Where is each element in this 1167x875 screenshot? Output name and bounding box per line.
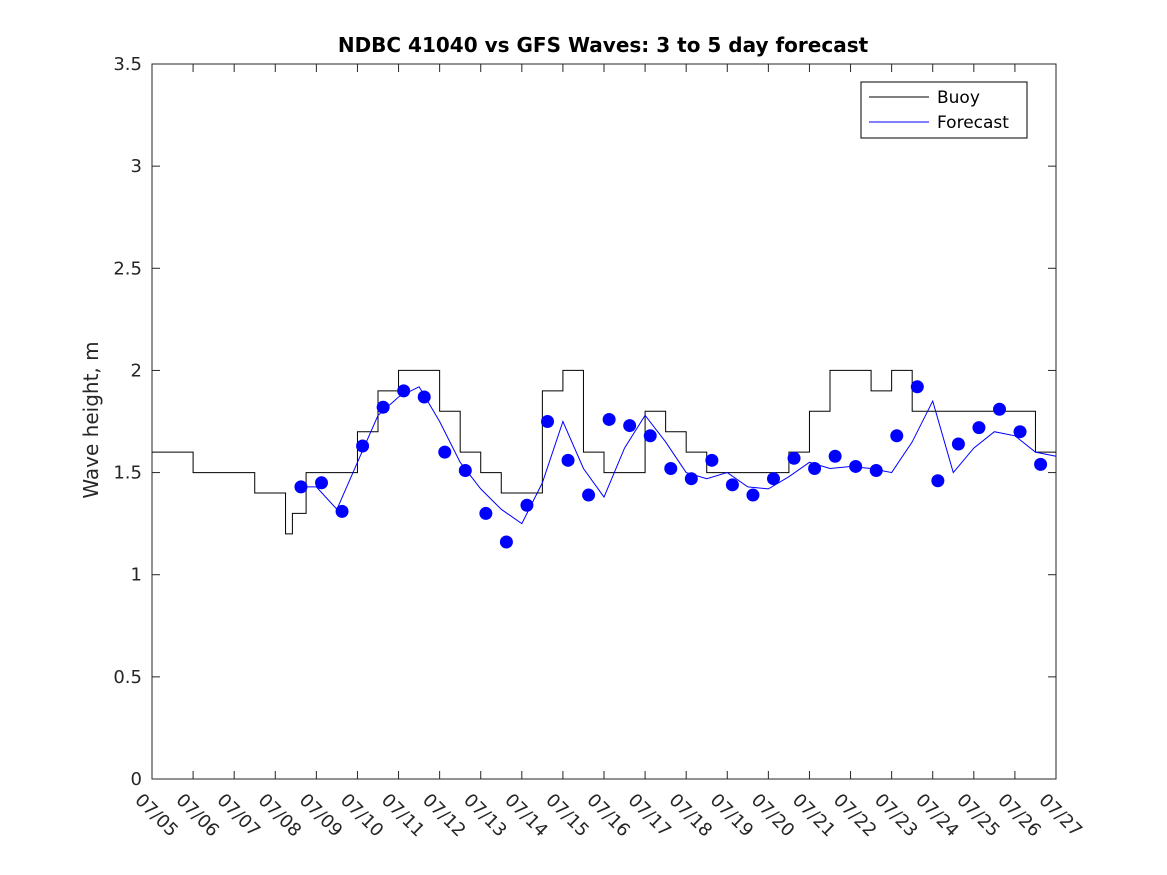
forecast-point <box>684 472 698 486</box>
forecast-point <box>890 429 904 443</box>
forecast-point <box>746 488 760 502</box>
forecast-point <box>623 419 637 433</box>
y-tick-label: 3.5 <box>113 54 142 75</box>
y-tick-label: 2 <box>131 360 142 381</box>
forecast-point <box>808 461 822 475</box>
forecast-point <box>499 535 513 549</box>
forecast-point <box>541 415 554 428</box>
y-tick-label: 1 <box>131 565 142 586</box>
forecast-point <box>828 449 842 463</box>
forecast-point <box>849 459 863 473</box>
forecast-point <box>479 506 493 520</box>
forecast-point <box>376 400 390 414</box>
forecast-point <box>602 412 616 426</box>
forecast-point <box>438 445 452 459</box>
forecast-point <box>520 498 534 512</box>
y-tick-label: 3 <box>131 156 142 177</box>
forecast-point <box>972 421 986 435</box>
forecast-point <box>951 437 965 451</box>
forecast-point <box>294 480 308 494</box>
forecast-point <box>910 380 924 394</box>
forecast-point <box>725 478 739 492</box>
chart-title: NDBC 41040 vs GFS Waves: 3 to 5 day fore… <box>338 33 869 57</box>
forecast-point <box>787 451 801 465</box>
forecast-point <box>1034 457 1048 471</box>
forecast-point <box>335 504 349 518</box>
forecast-point <box>869 464 883 478</box>
legend-buoy-label: Buoy <box>937 88 980 108</box>
y-axis-label: Wave height, m <box>79 341 103 498</box>
forecast-point <box>582 488 596 502</box>
forecast-point <box>1013 425 1027 439</box>
forecast-point <box>643 429 657 443</box>
forecast-point <box>356 439 370 453</box>
legend-box <box>860 81 1028 139</box>
forecast-point <box>664 461 678 475</box>
legend-forecast-label: Forecast <box>937 113 1009 133</box>
forecast-point <box>931 474 945 488</box>
y-tick-label: 0.5 <box>113 667 142 688</box>
forecast-point <box>993 402 1006 416</box>
forecast-point <box>458 464 472 478</box>
forecast-point <box>417 390 431 404</box>
y-tick-label: 0 <box>131 769 142 790</box>
forecast-point <box>315 476 328 490</box>
forecast-point <box>767 472 780 486</box>
plot-area: 07/0507/0607/0707/0807/0907/1007/1107/12… <box>113 54 1086 841</box>
forecast-point <box>705 453 719 467</box>
forecast-point <box>561 453 575 467</box>
buoy-series-line <box>152 369 1056 535</box>
y-tick-label: 1.5 <box>113 463 142 484</box>
legend: Buoy Forecast <box>860 81 1028 139</box>
y-tick-label: 2.5 <box>113 258 142 279</box>
forecast-point <box>397 384 411 398</box>
